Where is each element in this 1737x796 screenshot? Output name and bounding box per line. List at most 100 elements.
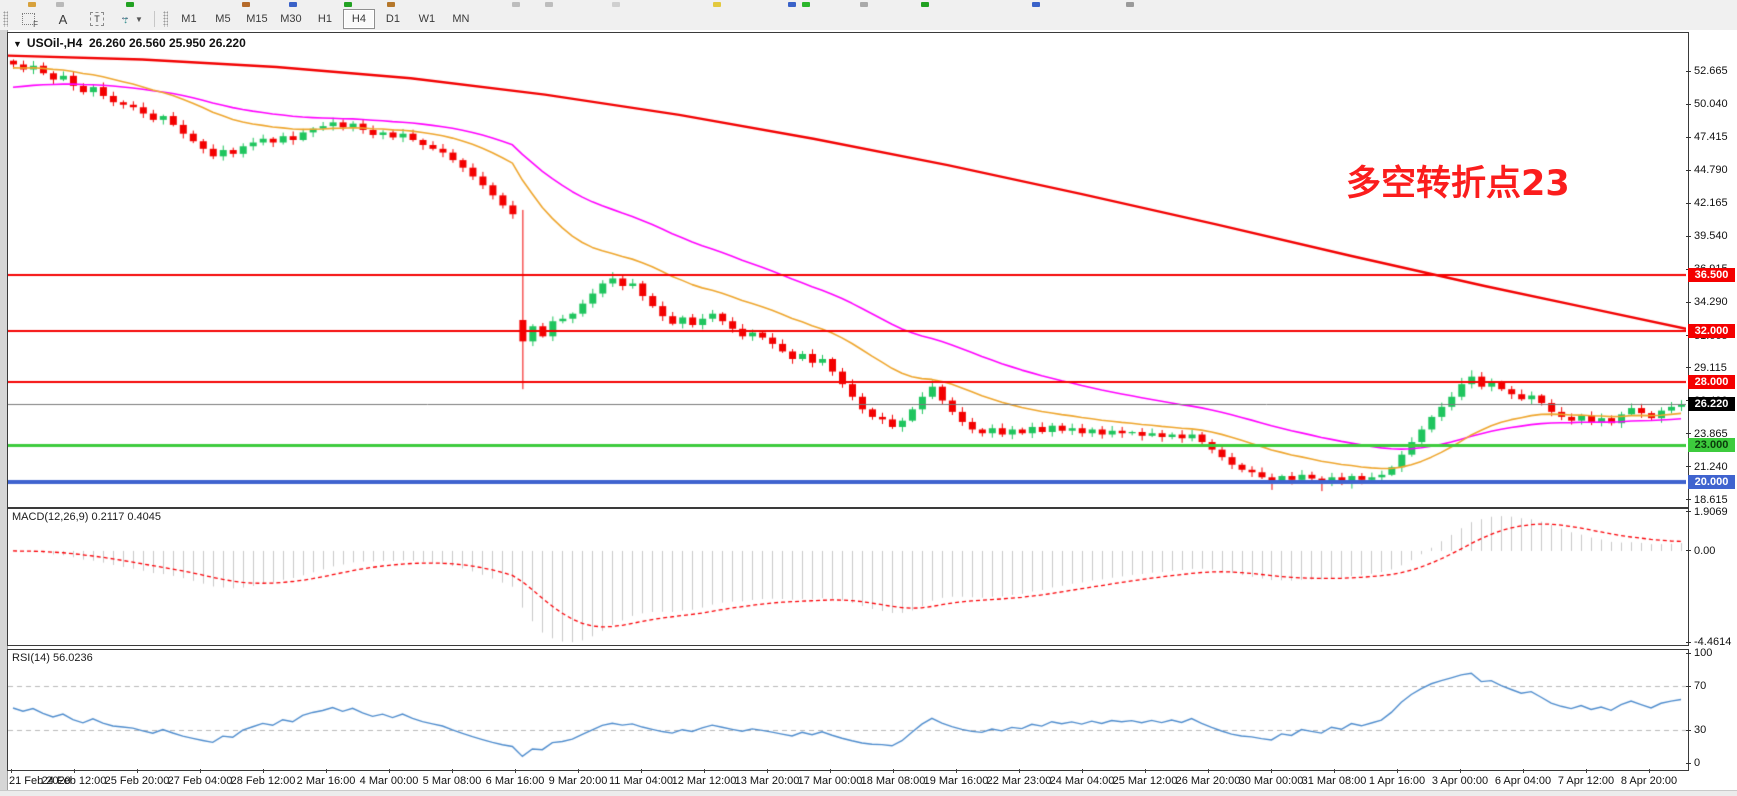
time-axis-label: 1 Apr 16:00 [1368, 775, 1426, 787]
time-axis-tickmark [11, 769, 12, 773]
time-axis-tickmark [1145, 769, 1146, 773]
time-axis-label: 28 Feb 12:00 [230, 775, 296, 787]
price-level-badge: 20.000 [1688, 475, 1735, 490]
time-axis-label: 6 Mar 16:00 [485, 775, 545, 787]
label-a-icon[interactable]: A [47, 9, 79, 29]
window-bottom-edge [0, 790, 1737, 796]
time-axis-label: 11 Mar 04:00 [608, 775, 674, 787]
price-axis-tick: 21.240 [1694, 460, 1728, 473]
macd-axis-tickmark [1686, 550, 1691, 552]
price-level-badge: 23.000 [1688, 437, 1735, 452]
price-axis-tick: 52.665 [1694, 65, 1728, 78]
timeframe-grip[interactable] [162, 11, 168, 27]
cursor-arrows-icon[interactable]: ↔ ↕ ▼ [115, 9, 148, 29]
macd-pane[interactable] [7, 508, 1689, 646]
timeframe-button-M1[interactable]: M1 [181, 13, 197, 25]
timeframe-button-M15[interactable]: M15 [246, 13, 268, 25]
time-axis-label: 26 Mar 20:00 [1175, 775, 1241, 787]
price-chart-canvas[interactable] [8, 33, 1686, 505]
clipped-toolbar-icon [545, 2, 553, 7]
timeframe-button-MN[interactable]: MN [452, 13, 470, 25]
macd-canvas[interactable] [8, 509, 1686, 643]
price-axis-tickmark [1686, 499, 1691, 501]
time-axis-label: 18 Mar 08:00 [860, 775, 926, 787]
price-axis-tickmark [1686, 169, 1691, 171]
price-axis-tickmark [1686, 235, 1691, 237]
price-pane[interactable] [7, 32, 1689, 508]
price-axis-tickmark [1686, 301, 1691, 303]
time-axis-tickmark [1082, 769, 1083, 773]
rsi-axis-tick: 70 [1694, 680, 1707, 692]
time-axis-label: 21 Feb 2020 [9, 775, 71, 787]
clipped-toolbar-icon [860, 2, 868, 7]
font-marker-icon[interactable]: F [13, 9, 45, 29]
rsi-axis-tickmark [1686, 762, 1691, 764]
chevron-down-icon[interactable]: ▼ [13, 39, 22, 49]
toolbar-grip[interactable] [3, 11, 8, 27]
time-axis-tickmark [200, 769, 201, 773]
price-axis-tickmark [1686, 367, 1691, 369]
time-axis-tickmark [1460, 769, 1461, 773]
time-axis-tickmark [1397, 769, 1398, 773]
timeframe-button-M5[interactable]: M5 [215, 13, 231, 25]
letter-a-glyph: A [58, 11, 68, 27]
price-level-badge: 32.000 [1688, 324, 1735, 339]
price-axis-tick: 18.615 [1694, 493, 1728, 506]
clipped-toolbar-icon [1032, 2, 1040, 7]
price-axis-tick: 39.540 [1694, 230, 1728, 243]
timeframe-button-W1[interactable]: W1 [418, 13, 436, 25]
clipped-toolbar-icon [56, 2, 64, 7]
time-axis-label: 13 Mar 20:00 [734, 775, 800, 787]
time-axis-label: 2 Mar 16:00 [296, 775, 356, 787]
rsi-axis-tick: 30 [1694, 724, 1707, 736]
ohlc-readout: 26.260 26.560 25.950 26.220 [88, 36, 246, 50]
time-axis-tickmark [578, 769, 579, 773]
rsi-canvas[interactable] [8, 650, 1686, 768]
clipped-toolbar-icon [1126, 2, 1134, 7]
chart-client-area: 21 Feb 2020 24 Feb 12:00 25 Feb 20:00 27 Fe… [0, 30, 1737, 796]
chart-title[interactable]: ▼ USOil-,H4 26.260 26.560 25.950 26.220 [13, 36, 246, 50]
time-axis-tickmark [389, 769, 390, 773]
rsi-axis-tick: 0 [1694, 757, 1701, 769]
time-axis-label: 24 Feb 12:00 [41, 775, 107, 787]
arrows-glyph: ↔ ↕ [120, 11, 130, 26]
clipped-toolbar-icon [126, 2, 134, 7]
timeframe-button-M30[interactable]: M30 [280, 13, 302, 25]
price-axis-tickmark [1686, 466, 1691, 468]
time-axis-tickmark [1649, 769, 1650, 773]
timeframe-button-D1[interactable]: D1 [385, 13, 400, 25]
time-axis-label: 7 Apr 12:00 [1557, 775, 1615, 787]
rsi-axis-tickmark [1686, 652, 1691, 654]
chart-text-annotation[interactable]: 多空转折点23 [1346, 164, 1570, 204]
timeframe-button-H1[interactable]: H1 [317, 13, 332, 25]
time-axis-label: 30 Mar 00:00 [1238, 775, 1304, 787]
rsi-axis-tickmark [1686, 729, 1691, 731]
text-box-icon[interactable]: T [81, 9, 113, 29]
price-axis-tick: 50.040 [1694, 98, 1728, 111]
time-axis-tickmark [1271, 769, 1272, 773]
macd-axis-tick: 0.00 [1694, 544, 1716, 557]
time-axis-label: 25 Feb 20:00 [104, 775, 170, 787]
time-axis-label: 5 Mar 08:00 [422, 775, 482, 787]
dropdown-caret-icon[interactable]: ▼ [135, 14, 143, 24]
price-axis-tick: 23.865 [1694, 427, 1728, 440]
price-axis-tickmark [1686, 70, 1691, 72]
time-axis-tickmark [263, 769, 264, 773]
price-axis-tickmark [1686, 433, 1691, 435]
clipped-toolbar-icon [344, 2, 352, 7]
macd-label: MACD(12,26,9) 0.2117 0.4045 [12, 511, 162, 523]
clipped-toolbar-icon [387, 2, 395, 7]
time-axis-tickmark [641, 769, 642, 773]
clipped-toolbar-icon [921, 2, 929, 7]
timeframe-button-H4[interactable]: H4 [342, 9, 375, 29]
time-axis-tickmark [1523, 769, 1524, 773]
time-axis-label: 25 Mar 12:00 [1112, 775, 1178, 787]
rsi-pane[interactable] [7, 649, 1689, 771]
clipped-toolbar-icon [242, 2, 250, 7]
time-axis-label: 6 Apr 04:00 [1494, 775, 1552, 787]
time-axis-label: 31 Mar 08:00 [1301, 775, 1367, 787]
rsi-axis-tickmark [1686, 685, 1691, 687]
time-axis[interactable]: 21 Feb 2020 24 Feb 12:00 25 Feb 20:00 27 Fe… [7, 769, 1687, 790]
time-axis-tickmark [956, 769, 957, 773]
